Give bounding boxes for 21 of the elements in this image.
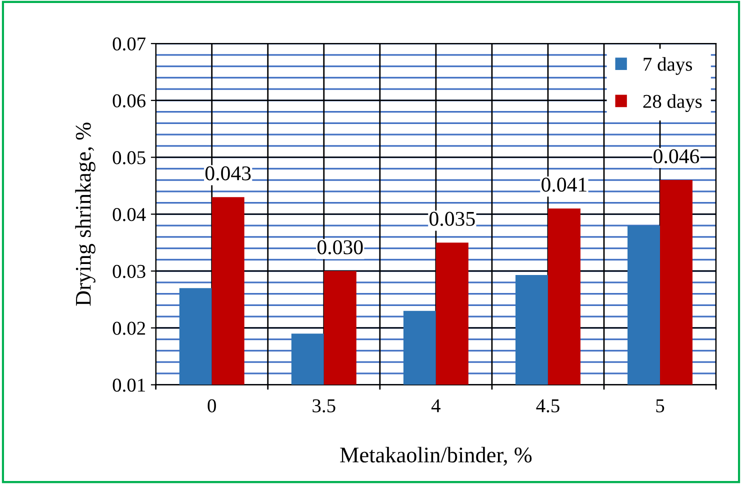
data-label: 0.030 [317, 240, 363, 254]
y-tick-label: 0.01 [112, 378, 145, 392]
data-label: 0.041 [542, 178, 586, 192]
y-tick-label: 0.07 [112, 37, 146, 51]
x-tick-label: 3.5 [312, 399, 336, 412]
x-tick-label: 5 [656, 399, 664, 412]
x-tick-label: 0 [208, 399, 216, 412]
legend-label: 7 days [644, 57, 692, 75]
y-tick-label: 0.05 [112, 151, 146, 164]
data-label: 0.035 [430, 212, 475, 226]
data-label: 0.043 [205, 166, 251, 180]
legend-label: 28 days [643, 94, 702, 112]
y-axis-title: Drying shrinkage, % [75, 122, 96, 306]
x-axis-title: Metakaolin/binder, % [340, 446, 532, 466]
y-tick-label: 0.02 [112, 322, 146, 335]
y-tick-label: 0.03 [112, 264, 146, 278]
y-tick-label: 0.04 [112, 208, 146, 222]
y-tick-label: 0.06 [112, 94, 146, 108]
data-label: 0.046 [654, 149, 700, 164]
x-tick-label: 4.5 [536, 399, 560, 412]
x-tick-label: 4 [431, 399, 440, 412]
